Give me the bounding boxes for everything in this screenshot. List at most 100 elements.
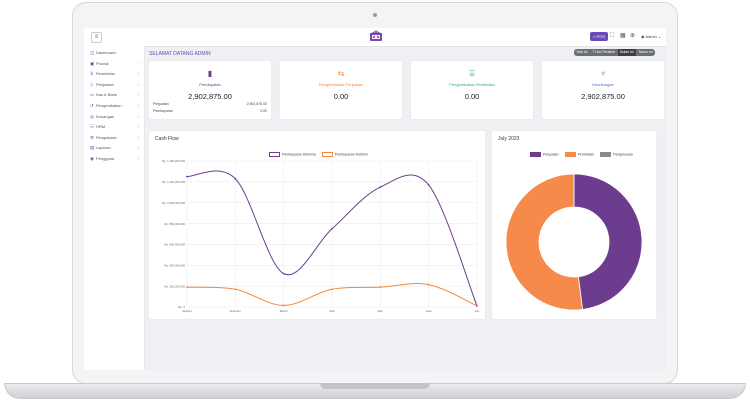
y-tick-label: Rp. 600,000,000 (164, 243, 185, 247)
report-icon: ▤ (90, 145, 95, 151)
cash-flow-title: Cash Flow (155, 136, 179, 142)
chevron-right-icon: › (137, 145, 139, 151)
chevron-right-icon: › (137, 71, 139, 77)
filter-7-hari-terakhir[interactable]: 7 Hari Terakhir (592, 50, 616, 54)
donut-slice-pembelian[interactable] (505, 173, 583, 311)
cart-icon: ⊻ (90, 71, 94, 77)
users-icon: ☷ (90, 124, 95, 130)
data-point (476, 305, 478, 307)
sidebar-item-label: HRM (96, 124, 106, 130)
cash-flow-chart: Rp. 0 Rp. 200,000,000 Rp. 400,000,000 Rp. 6… (162, 159, 480, 313)
menu-toggle-button[interactable]: ≡ (91, 32, 102, 43)
globe-icon[interactable]: ⊕ (630, 33, 636, 39)
sidebar-item-label: Dashboard (96, 50, 116, 55)
filter-bulan-ini[interactable]: Bulan ini (617, 49, 637, 56)
chevron-right-icon: › (137, 113, 139, 119)
sidebar-item-label: Produk (96, 60, 109, 66)
stat-card-pengembalian-penjualan: ⇆ Pengembalian Penjualan 0.00 (280, 61, 402, 119)
sidebar-item-label: Keuangan (96, 113, 115, 119)
x-tick-label: March (280, 309, 288, 313)
sidebar-item-penjualan[interactable]: ◇ Penjualan › (90, 82, 142, 88)
sidebar-item-laporan[interactable]: ▤ Laporan › (90, 145, 142, 151)
data-point (379, 286, 382, 289)
tag-icon: ◇ (90, 81, 94, 87)
sidebar: ◫ Dashboard ▣ Produk › ⊻ Pembelian › ◇ Penjualan ›… (84, 46, 145, 370)
trophy-icon: ♆ (600, 69, 606, 78)
legend-label: Penjualan (543, 152, 559, 157)
stat-card-value: 0.00 (333, 92, 349, 101)
laptop-notch (320, 383, 430, 389)
welcome-text: SELAMAT DATANG ADMIN (149, 51, 211, 57)
y-tick-label: Rp. 200,000,000 (164, 284, 185, 288)
stat-row-value: 0.00 (260, 109, 267, 113)
legend-item[interactable]: Pembelian (564, 152, 595, 157)
stat-card-value: 2,902,875.00 (188, 92, 232, 101)
admin-menu[interactable]: ◉ Admin ⌄ (641, 33, 661, 40)
box-icon: ▣ (90, 60, 95, 66)
sidebar-item-label: Pengaturan (96, 134, 117, 140)
stat-card-value: 2,902,875.00 (581, 92, 625, 101)
stat-row-label: Penjualan (153, 102, 169, 106)
data-point (331, 227, 333, 230)
legend-label: Pengeluaran (613, 152, 633, 157)
data-point (186, 286, 188, 289)
legend-item[interactable]: Pembayaran Diterima (269, 152, 316, 157)
date-filter-group: Hari ini 7 Hari Terakhir Bulan ini Tahun in… (574, 49, 656, 56)
pos-button[interactable]: ⌂ POS (590, 32, 608, 41)
filter-hari-ini[interactable]: Hari ini (576, 50, 588, 54)
data-point (282, 272, 285, 275)
donut-slice-penjualan[interactable] (573, 173, 643, 310)
stat-card-pendapatan: ▮ Pendapatan 2,902,875.00 Penjualan 2,902,87… (149, 61, 271, 119)
bar-chart-icon: ▮ (207, 69, 213, 78)
legend-label: Pembelian (577, 152, 595, 157)
legend-item[interactable]: Pengeluaran (600, 152, 633, 157)
data-point (234, 177, 237, 180)
filter-tahun-ini[interactable]: Tahun ini (638, 50, 653, 54)
brand-logo (370, 30, 382, 41)
chevron-right-icon: › (137, 124, 139, 130)
stat-card-label: Pendapatan (199, 82, 221, 87)
stat-card-row: Penjualan 2,902,875.00 (153, 102, 267, 106)
monthly-summary-panel: July 2023 Penjualan Pembelian Pengeluaran (492, 131, 656, 319)
sidebar-item-dashboard[interactable]: ◫ Dashboard (90, 50, 142, 56)
legend-item[interactable]: Pembayaran Terkirim (321, 152, 368, 157)
sidebar-item-pengembalian[interactable]: ↺ Pengembalian › (90, 103, 142, 109)
sidebar-item-kas-bank[interactable]: ▭ Kas & Bank › (90, 92, 142, 98)
legend-item[interactable]: Penjualan (530, 152, 559, 157)
return-icon: ↺ (90, 103, 94, 108)
data-point (282, 304, 285, 307)
sidebar-item-label: Kas & Bank (96, 92, 117, 98)
legend-swatch (530, 152, 541, 157)
cash-flow-panel: Cash Flow Pembayaran Diterima Pembayaran … (149, 131, 485, 319)
sidebar-item-hrm[interactable]: ☷ HRM › (90, 124, 142, 130)
sidebar-item-pengguna[interactable]: ◉ Pengguna › (90, 156, 142, 162)
sidebar-item-keuangan[interactable]: ◎ Keuangan › (90, 114, 142, 120)
data-point (331, 288, 333, 291)
expand-icon[interactable]: ⛶ (610, 33, 615, 39)
x-tick-label: May (378, 309, 384, 313)
store-icon: ⌂ (593, 34, 596, 39)
y-tick-label: Rp. 400,000,000 (164, 263, 185, 267)
y-tick-label: Rp. 1,000,000,000 (162, 201, 185, 205)
data-point (186, 175, 188, 178)
stat-card-value: 0.00 (464, 92, 480, 101)
chevron-right-icon: › (137, 156, 139, 161)
top-bar: ≡ ⌂ POS ⛶ ▦ ⊕ ◉ Admin ⌄ (84, 28, 666, 47)
app-screen: ≡ ⌂ POS ⛶ ▦ ⊕ ◉ Admin ⌄ ◫ Dashboard ▣ Produ… (84, 28, 666, 370)
monthly-summary-title: July 2023 (498, 136, 520, 142)
legend-label: Pembayaran Diterima (282, 152, 316, 157)
legend-label: Pembayaran Terkirim (334, 152, 368, 157)
legend-swatch (321, 152, 333, 157)
stat-card-label: Pengembalian Pembelian (449, 82, 495, 87)
sidebar-item-produk[interactable]: ▣ Produk › (90, 61, 142, 67)
sidebar-item-pengaturan[interactable]: ⚙ Pengaturan › (90, 135, 142, 141)
grid-icon[interactable]: ▦ (620, 33, 626, 39)
monthly-summary-chart (505, 173, 643, 311)
stat-row-label: Pembayaran (153, 109, 173, 113)
x-tick-label: February (230, 309, 242, 313)
y-tick-label: Rp. 0 (178, 305, 185, 309)
chevron-down-icon: ⌄ (657, 34, 662, 39)
basket-icon: ⌸ (469, 69, 475, 78)
chevron-right-icon: › (137, 92, 139, 98)
sidebar-item-pembelian[interactable]: ⊻ Pembelian › (90, 71, 142, 77)
